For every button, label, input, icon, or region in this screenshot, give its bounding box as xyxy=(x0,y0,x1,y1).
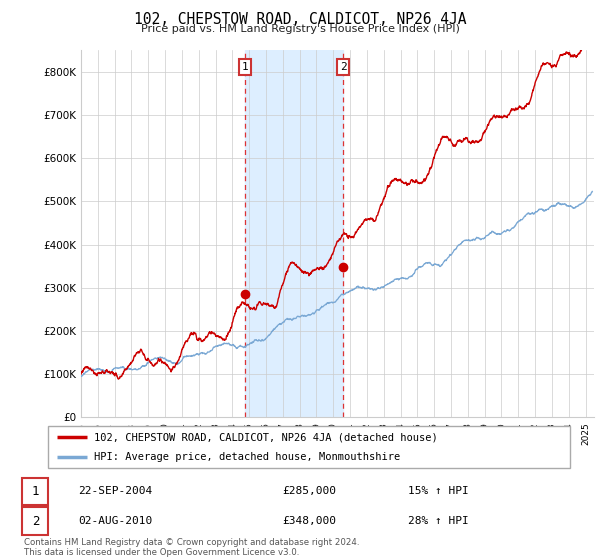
Text: Contains HM Land Registry data © Crown copyright and database right 2024.
This d: Contains HM Land Registry data © Crown c… xyxy=(24,538,359,557)
Text: Price paid vs. HM Land Registry's House Price Index (HPI): Price paid vs. HM Land Registry's House … xyxy=(140,24,460,34)
Text: £348,000: £348,000 xyxy=(282,516,336,526)
Text: 2: 2 xyxy=(340,62,346,72)
Text: 2: 2 xyxy=(32,515,39,528)
Text: 02-AUG-2010: 02-AUG-2010 xyxy=(78,516,152,526)
Text: 15% ↑ HPI: 15% ↑ HPI xyxy=(408,487,469,496)
Text: 1: 1 xyxy=(32,485,39,498)
Text: HPI: Average price, detached house, Monmouthshire: HPI: Average price, detached house, Monm… xyxy=(94,452,400,462)
Bar xyxy=(245,50,343,417)
Text: 28% ↑ HPI: 28% ↑ HPI xyxy=(408,516,469,526)
Text: 102, CHEPSTOW ROAD, CALDICOT, NP26 4JA: 102, CHEPSTOW ROAD, CALDICOT, NP26 4JA xyxy=(134,12,466,27)
Text: 102, CHEPSTOW ROAD, CALDICOT, NP26 4JA (detached house): 102, CHEPSTOW ROAD, CALDICOT, NP26 4JA (… xyxy=(94,432,437,442)
Text: £285,000: £285,000 xyxy=(282,487,336,496)
Text: 1: 1 xyxy=(241,62,248,72)
Text: 22-SEP-2004: 22-SEP-2004 xyxy=(78,487,152,496)
